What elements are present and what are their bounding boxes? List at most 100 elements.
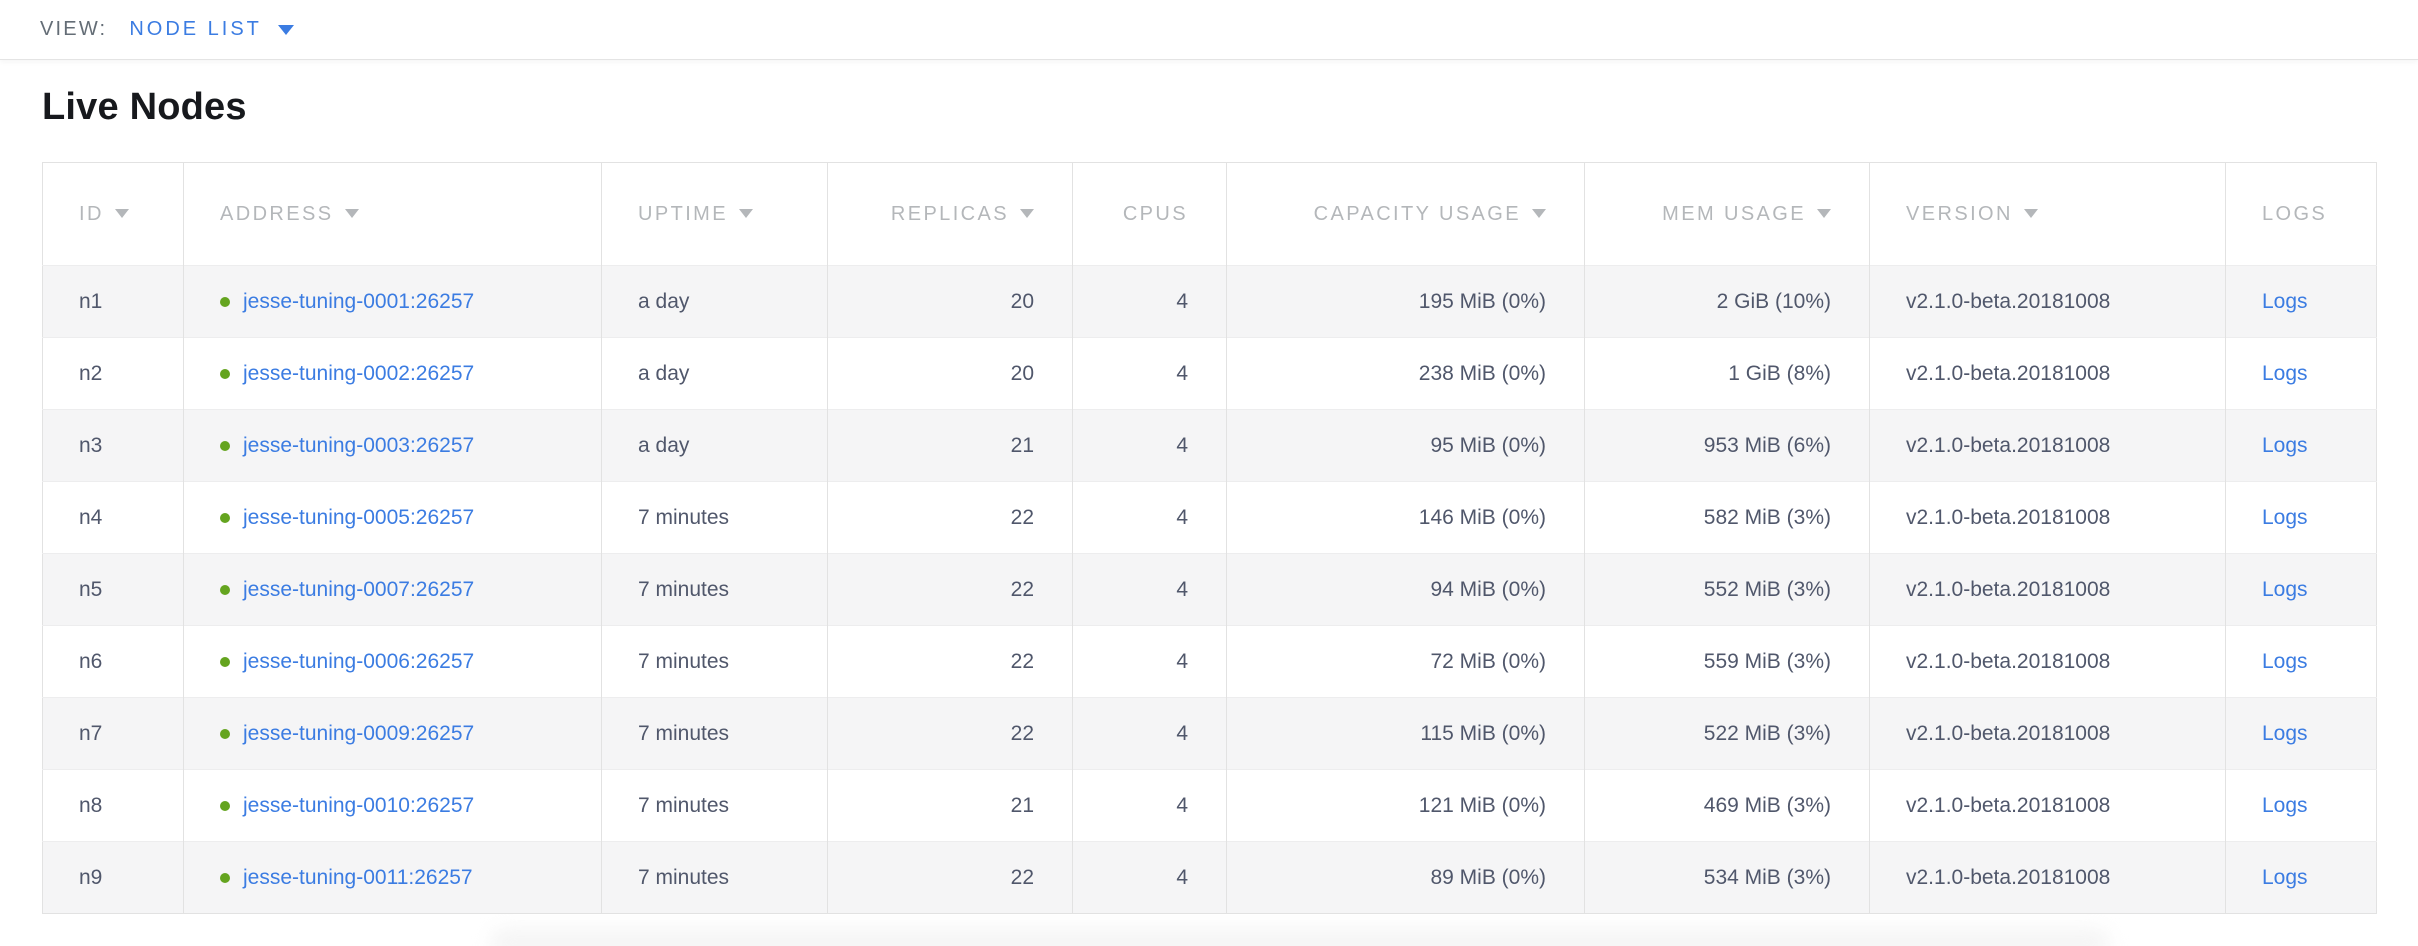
cell-replicas: 22 bbox=[827, 481, 1073, 554]
node-logs-link[interactable]: Logs bbox=[2262, 289, 2308, 313]
cell-capacity-usage: 95 MiB (0%) bbox=[1226, 409, 1585, 482]
node-logs-link[interactable]: Logs bbox=[2262, 721, 2308, 745]
cell-logs: Logs bbox=[2225, 337, 2377, 410]
node-logs-link[interactable]: Logs bbox=[2262, 793, 2308, 817]
cell-uptime: 7 minutes bbox=[601, 841, 828, 914]
table-row: n5 jesse-tuning-0007:26257 7 minutes 22 4 94 … bbox=[42, 553, 2377, 626]
cell-logs: Logs bbox=[2225, 481, 2377, 554]
cell-address: jesse-tuning-0002:26257 bbox=[183, 337, 602, 410]
cell-capacity-usage: 72 MiB (0%) bbox=[1226, 625, 1585, 698]
cell-logs: Logs bbox=[2225, 265, 2377, 338]
column-header-id[interactable]: ID bbox=[43, 163, 184, 266]
cell-capacity-usage: 89 MiB (0%) bbox=[1226, 841, 1585, 914]
cell-mem-usage: 582 MiB (3%) bbox=[1584, 481, 1870, 554]
column-header-mem-usage[interactable]: MEM USAGE bbox=[1584, 162, 1870, 266]
cell-uptime: 7 minutes bbox=[601, 769, 828, 842]
node-logs-link[interactable]: Logs bbox=[2262, 361, 2308, 385]
cell-address: jesse-tuning-0003:26257 bbox=[183, 409, 602, 482]
column-header-label: CAPACITY USAGE bbox=[1313, 202, 1521, 225]
node-address-link[interactable]: jesse-tuning-0006:26257 bbox=[243, 649, 475, 673]
view-selector[interactable]: NODE LIST bbox=[129, 18, 294, 41]
cell-version: v2.1.0-beta.20181008 bbox=[1869, 481, 2226, 554]
cell-replicas: 21 bbox=[827, 769, 1073, 842]
cell-version: v2.1.0-beta.20181008 bbox=[1869, 625, 2226, 698]
cell-logs: Logs bbox=[2225, 841, 2377, 914]
cell-cpus: 4 bbox=[1072, 337, 1227, 410]
cell-uptime: 7 minutes bbox=[601, 481, 828, 554]
cell-uptime: a day bbox=[601, 337, 828, 410]
sort-desc-icon bbox=[738, 208, 753, 218]
cell-id: n6 bbox=[42, 625, 184, 698]
cell-mem-usage: 559 MiB (3%) bbox=[1584, 625, 1870, 698]
cell-address: jesse-tuning-0005:26257 bbox=[183, 481, 602, 554]
view-toolbar: VIEW: NODE LIST bbox=[0, 0, 2418, 60]
cell-mem-usage: 2 GiB (10%) bbox=[1584, 265, 1870, 338]
cell-replicas: 22 bbox=[827, 841, 1073, 914]
node-address-link[interactable]: jesse-tuning-0003:26257 bbox=[243, 433, 475, 457]
cell-version: v2.1.0-beta.20181008 bbox=[1869, 409, 2226, 482]
cell-logs: Logs bbox=[2225, 553, 2377, 626]
table-row: n3 jesse-tuning-0003:26257 a day 21 4 95 MiB … bbox=[42, 409, 2377, 482]
sort-desc-icon bbox=[1532, 208, 1546, 218]
node-logs-link[interactable]: Logs bbox=[2262, 865, 2308, 889]
cell-replicas: 21 bbox=[827, 409, 1073, 482]
node-status-green-dot-icon bbox=[220, 368, 230, 379]
node-status-green-dot-icon bbox=[220, 584, 230, 595]
table-row: n4 jesse-tuning-0005:26257 7 minutes 22 4 146… bbox=[42, 481, 2377, 554]
node-address-link[interactable]: jesse-tuning-0010:26257 bbox=[243, 793, 475, 817]
cell-id: n1 bbox=[42, 265, 184, 338]
node-address-link[interactable]: jesse-tuning-0002:26257 bbox=[243, 361, 475, 385]
node-address-link[interactable]: jesse-tuning-0001:26257 bbox=[243, 289, 475, 313]
column-header-uptime[interactable]: UPTIME bbox=[601, 162, 828, 266]
cell-address: jesse-tuning-0010:26257 bbox=[183, 769, 602, 842]
cell-id: n8 bbox=[42, 769, 184, 842]
cell-uptime: 7 minutes bbox=[601, 553, 828, 626]
column-header-replicas[interactable]: REPLICAS bbox=[827, 162, 1073, 266]
cell-logs: Logs bbox=[2225, 625, 2377, 698]
node-status-green-dot-icon bbox=[220, 512, 230, 523]
cell-version: v2.1.0-beta.20181008 bbox=[1869, 553, 2226, 626]
node-address-link[interactable]: jesse-tuning-0009:26257 bbox=[243, 721, 475, 745]
cell-id: n9 bbox=[42, 841, 184, 914]
cell-version: v2.1.0-beta.20181008 bbox=[1869, 697, 2226, 770]
column-header-cpus: CPUS bbox=[1072, 162, 1227, 266]
cell-capacity-usage: 238 MiB (0%) bbox=[1226, 337, 1585, 410]
cell-capacity-usage: 115 MiB (0%) bbox=[1226, 697, 1585, 770]
node-address-link[interactable]: jesse-tuning-0011:26257 bbox=[243, 865, 473, 889]
table-row: n2 jesse-tuning-0002:26257 a day 20 4 238 MiB… bbox=[42, 337, 2377, 410]
sort-desc-icon bbox=[344, 208, 359, 218]
node-address-link[interactable]: jesse-tuning-0005:26257 bbox=[243, 505, 475, 529]
cell-cpus: 4 bbox=[1072, 409, 1227, 482]
cell-mem-usage: 1 GiB (8%) bbox=[1584, 337, 1870, 410]
column-header-label: ADDRESS bbox=[220, 202, 334, 225]
column-header-label: REPLICAS bbox=[890, 202, 1009, 225]
node-status-green-dot-icon bbox=[220, 296, 230, 307]
bottom-edge-shadow bbox=[490, 928, 2110, 946]
cell-id: n2 bbox=[42, 337, 184, 410]
cell-id: n7 bbox=[42, 697, 184, 770]
table-row: n6 jesse-tuning-0006:26257 7 minutes 22 4 72 … bbox=[42, 625, 2377, 698]
cell-logs: Logs bbox=[2225, 409, 2377, 482]
node-logs-link[interactable]: Logs bbox=[2262, 505, 2308, 529]
column-header-label: VERSION bbox=[1906, 202, 2013, 225]
column-header-version[interactable]: VERSION bbox=[1869, 162, 2226, 266]
node-logs-link[interactable]: Logs bbox=[2262, 577, 2308, 601]
node-logs-link[interactable]: Logs bbox=[2262, 649, 2308, 673]
column-header-label: UPTIME bbox=[638, 202, 728, 225]
column-header-label: ID bbox=[79, 202, 104, 225]
node-status-green-dot-icon bbox=[220, 440, 230, 451]
page-title: Live Nodes bbox=[42, 86, 247, 128]
cell-uptime: 7 minutes bbox=[601, 697, 828, 770]
column-header-capacity-usage[interactable]: CAPACITY USAGE bbox=[1226, 162, 1585, 266]
cell-version: v2.1.0-beta.20181008 bbox=[1869, 769, 2226, 842]
cell-replicas: 20 bbox=[827, 265, 1073, 338]
sort-desc-icon bbox=[1020, 208, 1034, 218]
caret-down-icon bbox=[277, 24, 294, 35]
column-header-address[interactable]: ADDRESS bbox=[183, 162, 602, 266]
node-status-green-dot-icon bbox=[220, 728, 230, 739]
node-logs-link[interactable]: Logs bbox=[2262, 433, 2308, 457]
table-header-row: ID ADDRESS UPTIME REPLICAS CPUS CAPACITY USAG… bbox=[43, 162, 2377, 266]
node-address-link[interactable]: jesse-tuning-0007:26257 bbox=[243, 577, 475, 601]
cell-capacity-usage: 121 MiB (0%) bbox=[1226, 769, 1585, 842]
cell-cpus: 4 bbox=[1072, 553, 1227, 626]
